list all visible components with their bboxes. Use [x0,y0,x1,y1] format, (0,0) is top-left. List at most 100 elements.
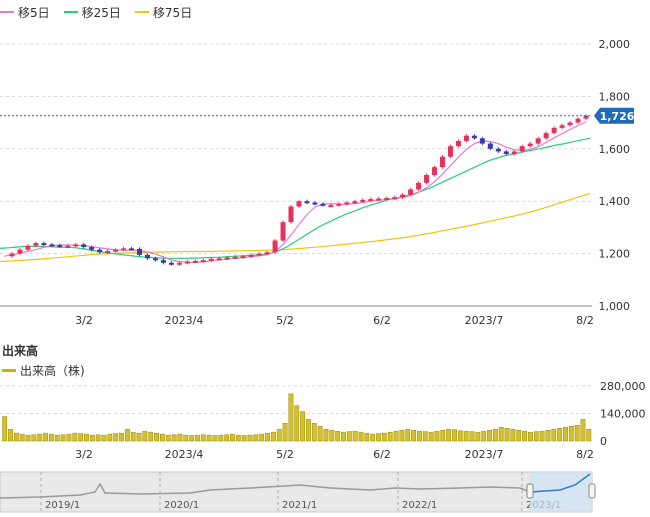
legend-ma25-label: 移25日 [81,5,121,20]
candle-body [248,254,254,257]
volume-bar [195,434,200,442]
volume-bar [341,431,346,442]
volume-bar [84,433,89,442]
volume-bar [574,425,580,442]
ma25-line [0,137,591,259]
candle-body [503,151,509,155]
legend-ma75-label: 移75日 [152,5,193,20]
volume-date-label: 2023/7 [465,448,504,461]
candle-body [113,249,119,252]
candle-body [81,244,87,248]
candle-body [216,258,222,261]
candle-body [408,189,414,195]
volume-bar [311,423,317,442]
volume-bar [393,430,399,442]
candle-body [264,252,270,255]
candle-body [17,249,23,254]
volume-swatch [2,369,16,372]
volume-bar [405,428,411,442]
candle-body [168,262,174,265]
candle-body [256,253,262,256]
volume-bar [522,430,527,442]
volume-bar [43,432,48,442]
volume-bar [492,428,498,442]
volume-bar [568,426,574,442]
candle-body [527,143,533,147]
volume-bar [171,434,177,442]
volume-bar [95,434,101,442]
legend-ma25[interactable]: 移25日 [63,4,121,21]
volume-bar [113,433,119,442]
volume-bar [545,429,551,442]
legend-ma75[interactable]: 移75日 [134,4,193,21]
volume-bar [288,393,294,442]
navigator-year-label: 2020/1 [164,500,199,511]
navigator-selection-line [529,473,591,493]
candle-body [575,118,581,123]
volume-bar [154,432,159,442]
volume-bar [323,428,329,442]
volume-bar [580,419,586,442]
candle-body [471,135,477,139]
candle-body [192,260,198,263]
navigator-year-label: 2021/1 [282,500,317,511]
candle-body [57,245,63,248]
volume-bar [265,432,270,442]
volume-bar [148,431,154,442]
candle-body [551,127,557,134]
candle-body [495,148,501,152]
volume-bar [463,430,469,442]
volume-bar [381,432,387,442]
price-date-label: 2023/4 [165,314,204,327]
candle-body [9,253,15,257]
volume-bar [101,434,107,442]
volume-bar [563,427,568,442]
volume-bar [206,434,212,442]
candle-body [432,167,438,175]
volume-bar [417,430,422,442]
volume-bar [183,434,189,442]
volume-bar [358,431,364,442]
candle-body [439,156,445,168]
volume-bar [487,429,492,442]
volume-date-label: 5/2 [276,448,294,461]
volume-bar [189,435,195,442]
candle-body [145,254,151,259]
volume-bar [72,432,78,442]
navigator-left-handle[interactable] [526,483,534,499]
price-date-label: 6/2 [373,314,391,327]
candle-body [344,202,350,205]
volume-bar [253,434,259,442]
volume-bar [306,419,311,442]
volume-bar [446,428,452,442]
volume-bar [212,435,218,442]
volume-bar [230,433,235,442]
candle-body [176,262,182,265]
volume-legend[interactable]: 出来高（株) [2,362,85,379]
volume-date-label: 2023/4 [165,448,204,461]
candle-body [455,140,461,147]
volume-bar [282,423,288,442]
volume-bar [60,434,66,442]
volume-bar [124,428,130,442]
volume-bar [54,434,60,442]
current-price-badge [594,107,634,124]
volume-bar [370,433,376,442]
candle-body [583,115,589,119]
volume-bar [527,431,533,442]
candle-body [463,135,469,141]
volume-bar [37,433,43,442]
volume-bar [352,430,358,442]
navigator-right-handle[interactable] [588,483,596,499]
ma75-swatch [134,11,149,13]
volume-bar [387,431,393,442]
volume-date-label: 6/2 [373,448,391,461]
legend-ma5[interactable]: 移5日 [0,4,50,21]
price-axis-label: 1,200 [599,248,631,261]
candle-body [368,199,374,202]
candle-body [336,203,342,206]
candle-body [288,206,294,223]
price-axis-label: 2,000 [599,38,631,51]
volume-date-label: 8/2 [576,448,594,461]
